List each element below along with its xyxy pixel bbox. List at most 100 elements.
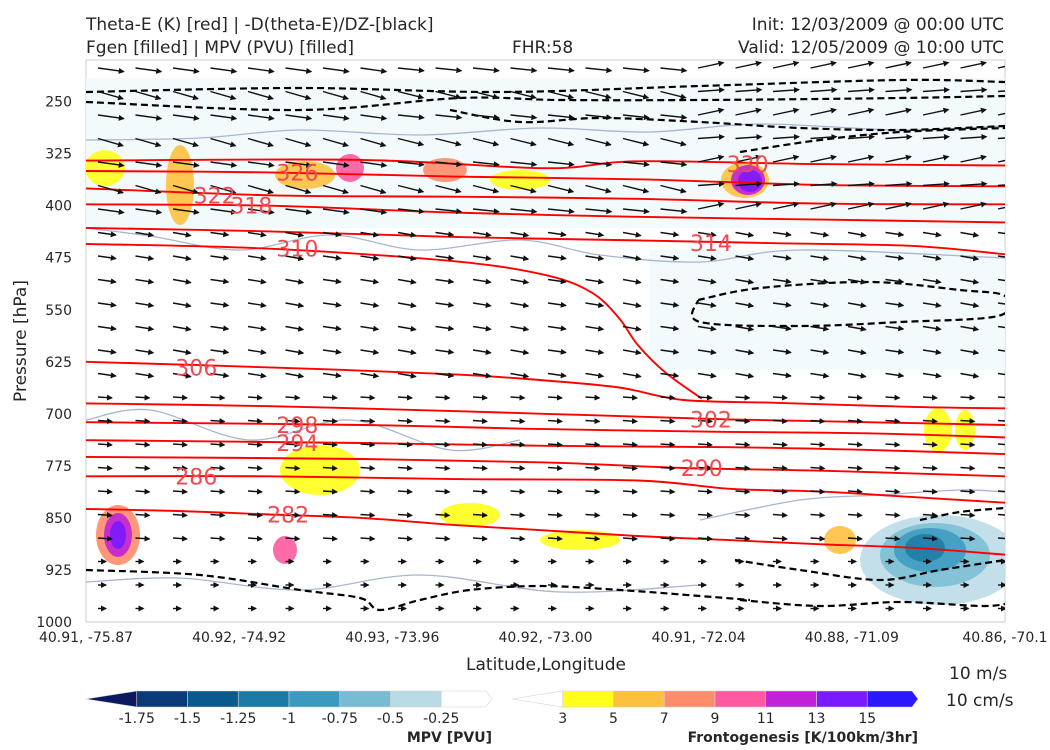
wind-vector bbox=[585, 349, 605, 355]
wind-vector bbox=[885, 301, 905, 308]
wind-vector bbox=[472, 465, 488, 472]
wind-vector bbox=[547, 278, 567, 285]
wind-vector bbox=[735, 107, 762, 116]
wind-vector bbox=[735, 231, 755, 238]
wind-vector bbox=[622, 441, 638, 448]
wind-vector bbox=[772, 441, 788, 448]
wind-vector bbox=[547, 394, 563, 401]
wind-vector bbox=[847, 372, 867, 379]
wind-vector bbox=[472, 302, 492, 308]
wind-vector bbox=[697, 278, 717, 285]
wind-vector bbox=[322, 372, 342, 379]
wind-vector bbox=[997, 137, 1005, 140]
wind-vector bbox=[772, 134, 800, 141]
wind-vector bbox=[397, 325, 417, 332]
wind-vector bbox=[622, 488, 638, 495]
wind-vector bbox=[885, 325, 905, 332]
wind-vector bbox=[697, 134, 725, 141]
wind-vector bbox=[547, 301, 567, 308]
wind-vector bbox=[622, 184, 650, 194]
wind-vector bbox=[210, 418, 226, 425]
wind-vector bbox=[660, 488, 676, 495]
wind-vector bbox=[472, 488, 488, 495]
wind-vector bbox=[135, 325, 155, 332]
wind-vector bbox=[547, 184, 575, 194]
wind-vector bbox=[472, 418, 488, 425]
wind-vector bbox=[997, 537, 1005, 540]
wind-vector bbox=[397, 535, 413, 542]
colorbar-segment bbox=[866, 690, 919, 708]
wind-vector bbox=[660, 441, 676, 448]
colorbar-segment bbox=[339, 690, 391, 708]
wind-vector bbox=[172, 488, 188, 495]
wind-vector bbox=[247, 231, 267, 238]
theta-e-label-322: 322 bbox=[194, 184, 236, 209]
wind-vector bbox=[510, 302, 530, 309]
wind-vector bbox=[660, 535, 676, 542]
wind-vector bbox=[135, 208, 163, 215]
wind-vector bbox=[810, 418, 826, 425]
y-tick-label: 1000 bbox=[36, 615, 72, 631]
wind-vector bbox=[735, 349, 755, 356]
wind-vector bbox=[547, 512, 563, 519]
stability-dashed-line bbox=[739, 126, 1005, 154]
y-axis-label: Pressure [hPa] bbox=[11, 280, 31, 402]
y-tick-label: 250 bbox=[45, 95, 72, 111]
theta-e-contours bbox=[86, 158, 1005, 556]
wind-vector bbox=[660, 394, 676, 401]
wind-vector bbox=[810, 181, 838, 188]
wind-vector bbox=[285, 465, 301, 472]
theta-e-contour-306 bbox=[86, 360, 1005, 410]
wind-vector bbox=[510, 394, 526, 401]
mpv-outline bbox=[86, 227, 1005, 263]
fgen-blob bbox=[440, 503, 500, 527]
wind-vector bbox=[247, 67, 275, 74]
wind-vector bbox=[585, 512, 601, 519]
wind-vector bbox=[510, 278, 530, 285]
colorbar-segment bbox=[765, 690, 817, 708]
y-tick-label: 775 bbox=[45, 459, 72, 475]
wind-vector bbox=[397, 67, 425, 74]
wind-vector bbox=[435, 67, 463, 74]
theta-e-label-282: 282 bbox=[267, 503, 309, 528]
wind-vector bbox=[135, 512, 151, 519]
wind-vectors bbox=[97, 60, 1005, 612]
wind-vector bbox=[960, 302, 980, 309]
wind-vector bbox=[435, 301, 455, 308]
wind-vector bbox=[135, 418, 151, 425]
wind-vector bbox=[547, 465, 563, 472]
wind-vector bbox=[922, 535, 938, 542]
wind-vector bbox=[622, 418, 638, 425]
chart-title-line-2: Fgen [filled] | MPV (PVU) [filled] bbox=[86, 38, 355, 58]
wind-vector bbox=[360, 512, 376, 519]
wind-vector bbox=[772, 254, 792, 261]
wind-vector bbox=[997, 206, 1005, 210]
wind-vector bbox=[97, 441, 113, 448]
wind-vector bbox=[397, 488, 413, 495]
wind-vector bbox=[247, 137, 274, 148]
wind-vector bbox=[960, 278, 980, 285]
wind-vector bbox=[397, 465, 413, 472]
wind-vector bbox=[210, 301, 230, 308]
wind-vector bbox=[772, 488, 788, 495]
wind-vector bbox=[885, 372, 905, 379]
fgen-blob bbox=[824, 526, 856, 554]
wind-vector bbox=[135, 161, 163, 168]
wind-vector bbox=[397, 184, 425, 194]
wind-vector bbox=[772, 201, 800, 210]
wind-vector bbox=[397, 137, 425, 147]
wind-vector bbox=[135, 488, 151, 495]
wind-vector bbox=[660, 348, 680, 355]
wind-vector bbox=[810, 154, 837, 163]
wind-vector bbox=[285, 67, 313, 74]
wind-vector bbox=[547, 114, 575, 121]
wind-vector bbox=[585, 394, 601, 401]
wind-vector bbox=[960, 372, 980, 379]
wind-vector bbox=[660, 301, 680, 308]
stability-dashed-line bbox=[690, 280, 1005, 328]
wind-vector bbox=[622, 278, 642, 285]
wind-vector bbox=[772, 418, 788, 425]
stability-dashed-line bbox=[86, 78, 1005, 94]
wind-vector bbox=[810, 201, 837, 210]
wind-vector bbox=[435, 184, 462, 194]
